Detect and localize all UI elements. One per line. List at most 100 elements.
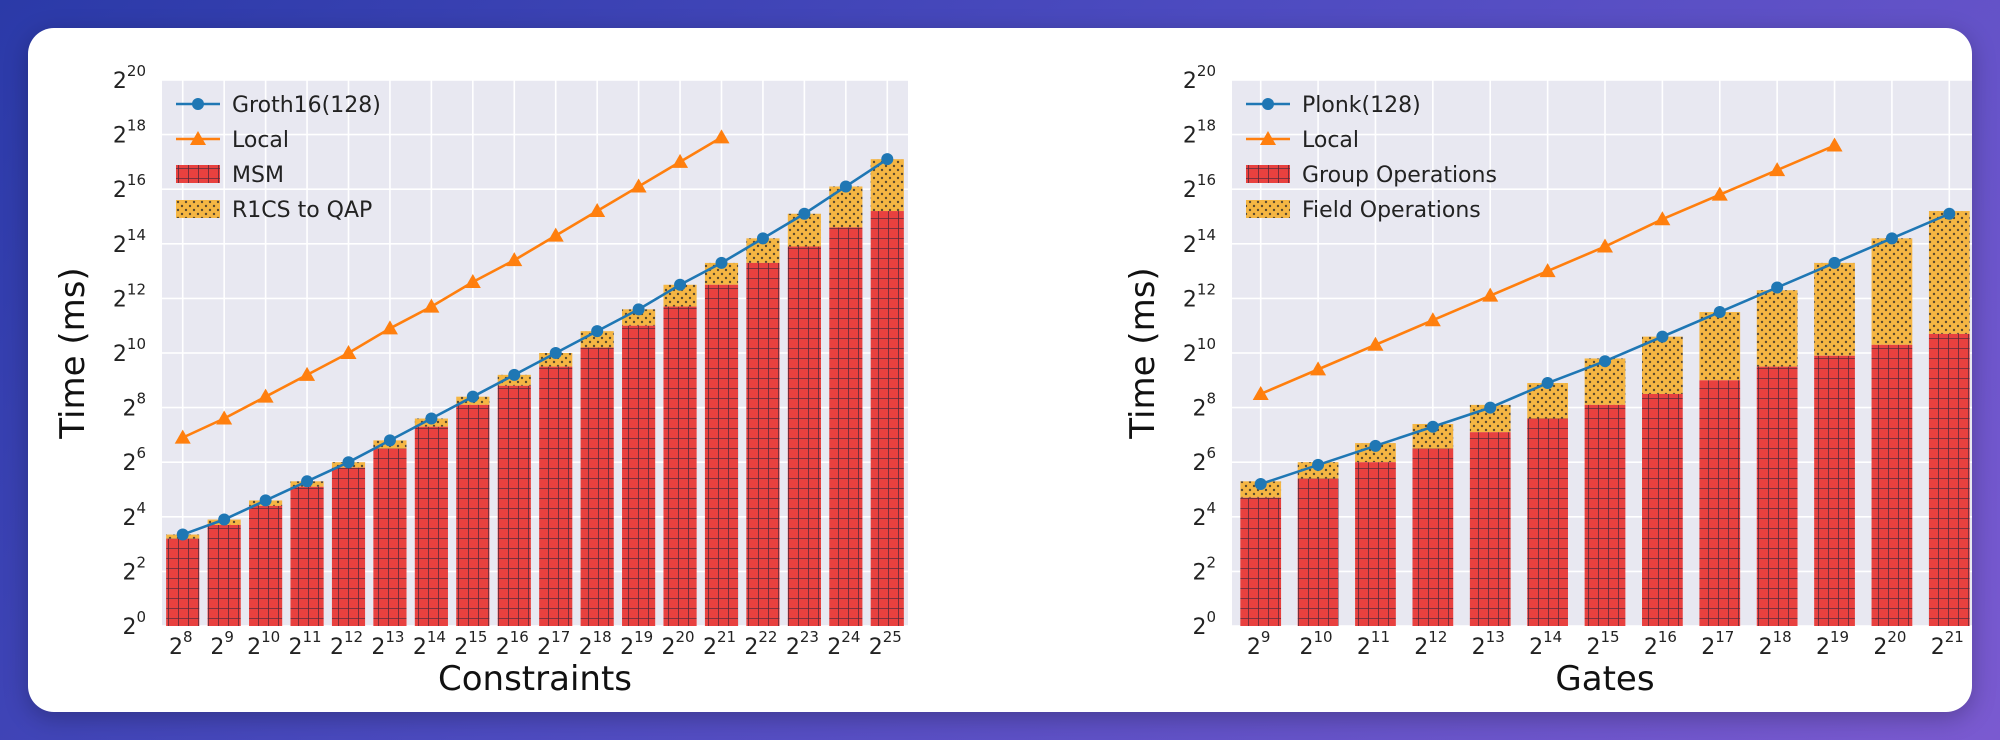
plonk-ytick-label: 210 xyxy=(1183,335,1216,367)
groth16-legend-label: R1CS to QAP xyxy=(232,198,372,223)
plonk-xtick-label: 212 xyxy=(1414,628,1447,660)
plonk-point-main xyxy=(1828,256,1841,269)
groth16-point-local xyxy=(174,429,191,444)
groth16-bar-bottom xyxy=(249,505,283,626)
plonk-point-main xyxy=(1426,420,1439,433)
groth16-bar-bottom xyxy=(870,211,904,627)
plonk-bar-bottom xyxy=(1297,478,1339,626)
groth16-ylabel: Time (ms) xyxy=(53,267,93,439)
plonk-point-local xyxy=(1711,186,1728,201)
groth16-legend-swatch xyxy=(176,200,220,218)
plonk-xtick-label: 213 xyxy=(1472,628,1505,660)
groth16-ytick-label: 26 xyxy=(122,444,146,476)
groth16-xtick-label: 225 xyxy=(869,628,902,660)
plonk-ytick-label: 22 xyxy=(1192,553,1216,585)
plonk-point-main xyxy=(1656,330,1669,343)
plonk-bar-top xyxy=(1814,262,1855,356)
plonk-legend-swatch xyxy=(1246,200,1290,218)
groth16-point-main xyxy=(383,434,396,447)
plonk-point-main xyxy=(1254,478,1267,491)
groth16-point-local xyxy=(257,388,274,403)
groth16-point-main xyxy=(632,303,645,316)
groth16-point-local xyxy=(547,227,564,242)
plonk-xtick-label: 214 xyxy=(1529,628,1562,660)
plonk-ytick-label: 20 xyxy=(1192,608,1216,640)
groth16-point-local xyxy=(340,345,357,359)
groth16-point-local xyxy=(299,366,316,381)
groth16-ytick-label: 216 xyxy=(113,171,146,203)
groth16-point-main xyxy=(798,207,811,220)
plonk-point-main xyxy=(1599,355,1611,368)
plonk-bar-top xyxy=(1928,211,1970,334)
groth16-point-main xyxy=(176,528,189,541)
groth16-xtick-label: 222 xyxy=(744,628,777,660)
plonk-legend-marker xyxy=(1262,98,1274,110)
plonk-xtick-label: 216 xyxy=(1644,628,1677,660)
groth16-legend-label: Groth16(128) xyxy=(232,93,381,118)
groth16-bar-bottom xyxy=(787,246,821,626)
groth16-xtick-label: 223 xyxy=(786,628,819,660)
groth16-point-main xyxy=(839,180,852,193)
plonk-bar-bottom xyxy=(1642,393,1683,626)
groth16-point-local xyxy=(713,129,730,144)
groth16-ytick-label: 28 xyxy=(122,390,146,422)
groth16-xtick-label: 220 xyxy=(662,628,695,660)
chart-plonk: 20 22 24 26 28 210 212 214 216 218 220 29 210 211 212 2… xyxy=(1123,62,1972,699)
plonk-point-local xyxy=(1252,385,1269,400)
groth16-point-local xyxy=(381,320,398,335)
plonk-xtick-label: 220 xyxy=(1873,628,1906,660)
plonk-bar-top xyxy=(1871,238,1913,345)
groth16-bar-bottom xyxy=(580,347,614,626)
groth16-xtick-label: 224 xyxy=(827,628,860,660)
plonk-ytick-label: 24 xyxy=(1192,499,1216,531)
plonk-point-local xyxy=(1424,312,1441,327)
groth16-point-main xyxy=(301,475,314,488)
plonk-xtick-label: 221 xyxy=(1931,628,1964,660)
groth16-xtick-label: 211 xyxy=(289,628,322,660)
groth16-bar-bottom xyxy=(414,426,448,626)
plonk-bar-bottom xyxy=(1355,462,1396,626)
plonk-ytick-label: 212 xyxy=(1183,280,1216,312)
plonk-point-local xyxy=(1597,238,1613,253)
plonk-xtick-label: 217 xyxy=(1701,628,1734,660)
plonk-ytick-label: 216 xyxy=(1183,171,1216,203)
groth16-xtick-label: 215 xyxy=(454,628,487,660)
groth16-point-local xyxy=(672,153,689,168)
groth16-bar-bottom xyxy=(456,404,490,626)
groth16-bar-bottom xyxy=(622,325,656,626)
groth16-bar-bottom xyxy=(704,284,739,626)
groth16-xtick-label: 216 xyxy=(496,628,529,660)
plonk-bar-bottom xyxy=(1412,448,1454,626)
plonk-point-main xyxy=(1885,232,1898,245)
groth16-point-main xyxy=(218,513,231,526)
groth16-point-main xyxy=(259,494,272,507)
plonk-ytick-label: 26 xyxy=(1192,444,1216,476)
plonk-bar-bottom xyxy=(1527,418,1568,626)
plonk-point-local xyxy=(1539,263,1556,278)
plonk-point-main xyxy=(1369,439,1382,452)
plonk-bar-top xyxy=(1642,336,1683,394)
groth16-bar-bottom xyxy=(290,486,324,626)
groth16-xlabel: Constraints xyxy=(438,659,632,699)
groth16-xtick-label: 28 xyxy=(169,628,193,660)
plonk-xtick-label: 218 xyxy=(1759,628,1792,660)
plonk-legend-label: Field Operations xyxy=(1302,198,1481,223)
groth16-point-local xyxy=(589,203,606,218)
plonk-point-local xyxy=(1367,336,1384,351)
groth16-xtick-label: 210 xyxy=(247,628,280,660)
groth16-point-main xyxy=(466,390,479,403)
groth16-xtick-label: 221 xyxy=(703,628,736,660)
plonk-legend-marker xyxy=(1260,131,1276,145)
plonk-ytick-label: 214 xyxy=(1183,226,1216,258)
groth16-bar-bottom xyxy=(373,448,407,626)
plonk-point-main xyxy=(1943,207,1956,220)
figure-card: 20 22 24 26 28 210 212 214 216 218 220 28 29 210 211 21… xyxy=(28,28,1972,712)
groth16-point-main xyxy=(591,325,604,338)
plonk-xtick-label: 29 xyxy=(1247,628,1271,660)
plonk-point-main xyxy=(1484,401,1497,414)
groth16-legend-swatch xyxy=(176,165,220,183)
plonk-point-local xyxy=(1310,361,1327,376)
plonk-legend-label: Local xyxy=(1302,128,1359,153)
groth16-ytick-label: 22 xyxy=(122,553,146,585)
groth16-bar-bottom xyxy=(829,227,863,627)
